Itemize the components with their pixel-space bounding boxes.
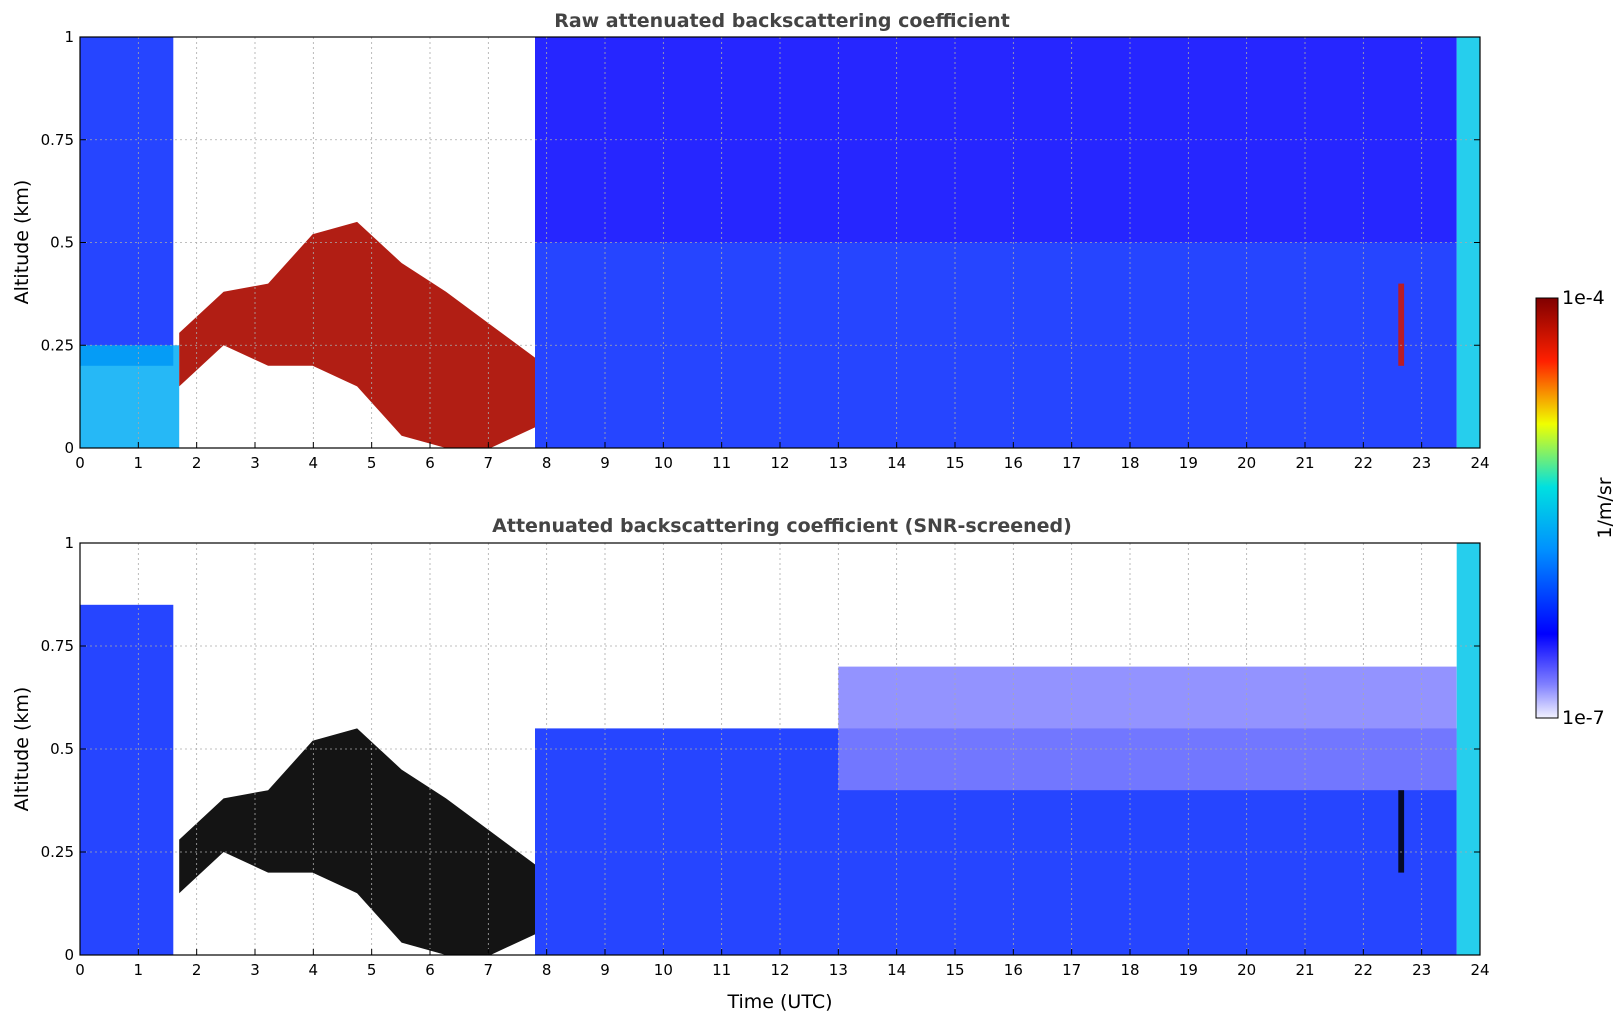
colorbar: 1e-4 1e-7 1/m/sr — [1535, 287, 1616, 729]
x-tick-labels: 0 1 2 3 4 5 6 7 8 9 10 11 12 13 14 15 16 17 18 19 20 21 22 23 24 — [75, 454, 1489, 472]
x-tick-label: 11 — [712, 454, 731, 472]
y-tick-label: 0.75 — [41, 131, 74, 149]
region-cloud-layer — [179, 221, 535, 448]
x-tick-label: 7 — [484, 454, 494, 472]
x-tick-labels: 0 1 2 3 4 5 6 7 8 9 10 11 12 13 14 15 16 17 18 19 20 21 22 23 24 — [75, 961, 1489, 979]
y-tick-label: 0.25 — [41, 336, 74, 354]
x-tick-label: 4 — [309, 961, 319, 979]
x-tick-label: 6 — [425, 961, 435, 979]
chart-title: Raw attenuated backscattering coefficien… — [554, 10, 1010, 32]
y-axis-label: Altitude (km) — [11, 687, 33, 812]
colorbar-max-label: 1e-4 — [1562, 287, 1605, 309]
heatmap-area — [80, 543, 1480, 955]
y-tick-label: 1 — [64, 28, 74, 46]
x-tick-label: 10 — [654, 961, 673, 979]
x-tick-label: 3 — [250, 961, 260, 979]
x-tick-label: 18 — [1120, 961, 1139, 979]
x-tick-label: 24 — [1470, 961, 1489, 979]
x-tick-label: 17 — [1062, 961, 1081, 979]
region-aerosol-layer — [80, 345, 180, 449]
y-tick-labels: 0 0.25 0.5 0.75 1 — [41, 28, 74, 457]
plot-frame — [79, 36, 1481, 449]
grid-lines — [79, 542, 1481, 956]
x-tick-label: 6 — [425, 454, 435, 472]
x-tick-label: 8 — [542, 961, 552, 979]
y-tick-label: 0.5 — [50, 234, 74, 252]
plot-frame — [79, 542, 1481, 956]
x-tick-label: 23 — [1412, 961, 1431, 979]
colorbar-scale — [1535, 297, 1559, 719]
y-tick-labels: 0 0.25 0.5 0.75 1 — [41, 534, 74, 964]
chart-title: Attenuated backscattering coefficient (S… — [492, 515, 1072, 537]
x-tick-label: 12 — [770, 454, 789, 472]
x-tick-label: 15 — [945, 454, 964, 472]
x-tick-label: 2 — [192, 961, 202, 979]
colorbar-min-label: 1e-7 — [1562, 707, 1605, 729]
x-tick-label: 24 — [1470, 454, 1489, 472]
x-tick-label: 17 — [1062, 454, 1081, 472]
region-cloud — [1398, 283, 1405, 366]
region-aerosol-layer — [80, 604, 174, 955]
panel-screened: Attenuated backscattering coefficient (S… — [11, 515, 1490, 1013]
y-tick-label: 0 — [64, 439, 74, 457]
x-tick-label: 9 — [600, 454, 610, 472]
x-tick-label: 10 — [654, 454, 673, 472]
x-tick-label: 9 — [600, 961, 610, 979]
x-tick-label: 7 — [484, 961, 494, 979]
x-tick-label: 13 — [829, 454, 848, 472]
region-cloud — [1398, 790, 1405, 873]
x-tick-label: 4 — [309, 454, 319, 472]
x-tick-label: 20 — [1237, 454, 1256, 472]
x-tick-label: 8 — [542, 454, 552, 472]
x-tick-label: 15 — [945, 961, 964, 979]
x-tick-label: 16 — [1004, 961, 1023, 979]
x-axis-label: Time (UTC) — [726, 991, 832, 1013]
x-tick-label: 12 — [770, 961, 789, 979]
x-tick-label: 3 — [250, 454, 260, 472]
region-noise — [80, 37, 174, 366]
x-tick-label: 20 — [1237, 961, 1256, 979]
x-tick-label: 1 — [134, 454, 144, 472]
x-tick-label: 2 — [192, 454, 202, 472]
panel-raw: Raw attenuated backscattering coefficien… — [11, 10, 1490, 472]
y-tick-label: 1 — [64, 534, 74, 552]
x-tick-label: 13 — [829, 961, 848, 979]
x-tick-label: 19 — [1179, 961, 1198, 979]
x-tick-label: 23 — [1412, 454, 1431, 472]
x-tick-label: 5 — [367, 961, 377, 979]
y-tick-label: 0 — [64, 946, 74, 964]
x-tick-label: 21 — [1295, 454, 1314, 472]
colorbar-label: 1/m/sr — [1594, 477, 1616, 538]
grid-lines — [79, 36, 1481, 449]
x-tick-label: 18 — [1120, 454, 1139, 472]
x-tick-label: 1 — [134, 961, 144, 979]
x-tick-label: 11 — [712, 961, 731, 979]
x-tick-label: 0 — [75, 454, 85, 472]
x-tick-label: 19 — [1179, 454, 1198, 472]
x-tick-label: 22 — [1354, 961, 1373, 979]
y-tick-label: 0.75 — [41, 637, 74, 655]
x-tick-label: 22 — [1354, 454, 1373, 472]
y-axis-label: Altitude (km) — [11, 180, 33, 305]
x-tick-label: 21 — [1295, 961, 1314, 979]
x-tick-label: 14 — [887, 454, 906, 472]
x-tick-label: 14 — [887, 961, 906, 979]
region-residual-layer — [838, 666, 1457, 791]
x-tick-label: 16 — [1004, 454, 1023, 472]
region-cloud-layer — [179, 728, 535, 955]
x-tick-label: 0 — [75, 961, 85, 979]
x-tick-label: 5 — [367, 454, 377, 472]
y-tick-label: 0.5 — [50, 740, 74, 758]
y-tick-label: 0.25 — [41, 843, 74, 861]
